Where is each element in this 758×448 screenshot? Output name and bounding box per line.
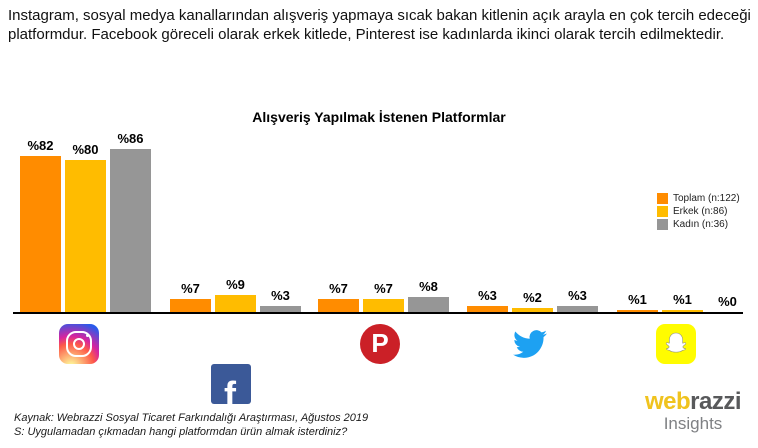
- legend-item: Toplam (n:122): [657, 192, 740, 205]
- bar-value-label: %2: [523, 290, 542, 306]
- bar-value-label: %82: [27, 138, 54, 154]
- bar: [363, 298, 404, 312]
- bar: [215, 294, 256, 312]
- legend-swatch: [657, 206, 668, 217]
- snapchat-icon: [656, 324, 696, 364]
- legend-label: Toplam (n:122): [673, 193, 740, 204]
- snapchat-ghost: [665, 332, 687, 353]
- bar-facebook-kadın: %3: [260, 288, 301, 312]
- bar-twitter-erkek: %2: [512, 290, 553, 312]
- bar-pinterest-erkek: %7: [363, 281, 404, 312]
- pinterest-icon: P: [360, 324, 400, 364]
- chart-legend: Toplam (n:122) Erkek (n:86) Kadın (n:36): [657, 192, 740, 231]
- logo-web-part: web: [644, 388, 691, 415]
- bar: [512, 308, 553, 312]
- webrazzi-logo: webrazzi Insights: [638, 388, 748, 434]
- bar-value-label: %0: [718, 294, 737, 309]
- bar-group-pinterest: %7 %7 %8: [318, 136, 449, 312]
- bar-value-label: %80: [72, 142, 99, 157]
- legend-label: Erkek (n:86): [673, 206, 728, 217]
- bar-instagram-erkek: %80: [65, 142, 106, 312]
- source-line-1: Kaynak: Webrazzi Sosyal Ticaret Farkında…: [14, 412, 369, 424]
- logo-subtitle: Insights: [663, 414, 723, 433]
- bar: [557, 306, 598, 312]
- bar-value-label: %8: [419, 278, 438, 294]
- legend-item: Erkek (n:86): [657, 205, 740, 218]
- source-note: Kaynak: Webrazzi Sosyal Ticaret Farkında…: [14, 412, 368, 439]
- facebook-icon: f: [211, 364, 251, 404]
- bar-value-label: %3: [271, 288, 290, 304]
- bar-value-label: %7: [181, 280, 200, 296]
- bar-twitter-toplam: %3: [467, 288, 508, 312]
- twitter-bird: [513, 330, 547, 358]
- bar-group-snapchat: %1 %1 %0: [617, 136, 748, 312]
- insight-text: Instagram, sosyal medya kanallarından al…: [8, 7, 751, 43]
- bar-value-label: %1: [628, 292, 647, 308]
- bar: [260, 306, 301, 312]
- bar-snapchat-toplam: %1: [617, 292, 658, 312]
- bar-facebook-toplam: %7: [170, 281, 211, 312]
- legend-label: Kadın (n:36): [673, 219, 729, 230]
- twitter-icon: [510, 324, 550, 364]
- bar-group-twitter: %3 %2 %3: [467, 136, 598, 312]
- bar-value-label: %86: [117, 130, 144, 146]
- bar-facebook-erkek: %9: [215, 277, 256, 312]
- source-line-2: S: Uygulamadan çıkmadan hangi platformda…: [14, 425, 348, 438]
- bar-value-label: %3: [568, 288, 587, 304]
- platform-icons-row: f P: [0, 324, 758, 404]
- instagram-camera-frame: [66, 331, 92, 357]
- bar: [65, 160, 106, 312]
- bar: [408, 296, 449, 312]
- legend-item: Kadın (n:36): [657, 218, 740, 231]
- bar: [318, 298, 359, 312]
- bar: [110, 148, 151, 312]
- logo-razzi-part: razzi: [690, 388, 742, 415]
- bar-twitter-kadın: %3: [557, 288, 598, 312]
- bar-pinterest-toplam: %7: [318, 281, 359, 312]
- bar-instagram-kadın: %86: [110, 131, 151, 312]
- instagram-camera-lens: [73, 338, 85, 350]
- bar: [662, 310, 703, 312]
- instagram-icon: [59, 324, 99, 364]
- bar-snapchat-kadın: %0: [707, 294, 748, 312]
- bar: [617, 310, 658, 312]
- legend-swatch: [657, 193, 668, 204]
- bar-snapchat-erkek: %1: [662, 292, 703, 312]
- bar: [20, 156, 61, 312]
- bar-group-facebook: %7 %9 %3: [170, 136, 301, 312]
- bar-value-label: %3: [478, 288, 497, 304]
- bar-group-instagram: %82 %80 %86: [20, 131, 151, 312]
- bar: [170, 298, 211, 312]
- plot-area: Toplam (n:122) Erkek (n:86) Kadın (n:36) %…: [13, 131, 743, 314]
- bar-pinterest-kadın: %8: [408, 279, 449, 312]
- chart-title: Alışveriş Yapılmak İstenen Platformlar: [252, 109, 506, 125]
- bar-instagram-toplam: %82: [20, 138, 61, 312]
- bar: [467, 306, 508, 312]
- instagram-camera-flash: [86, 334, 89, 337]
- bar-value-label: %7: [374, 280, 393, 296]
- legend-swatch: [657, 219, 668, 230]
- bar-value-label: %9: [226, 276, 245, 292]
- bar-value-label: %7: [329, 280, 348, 296]
- bar-value-label: %1: [673, 292, 692, 308]
